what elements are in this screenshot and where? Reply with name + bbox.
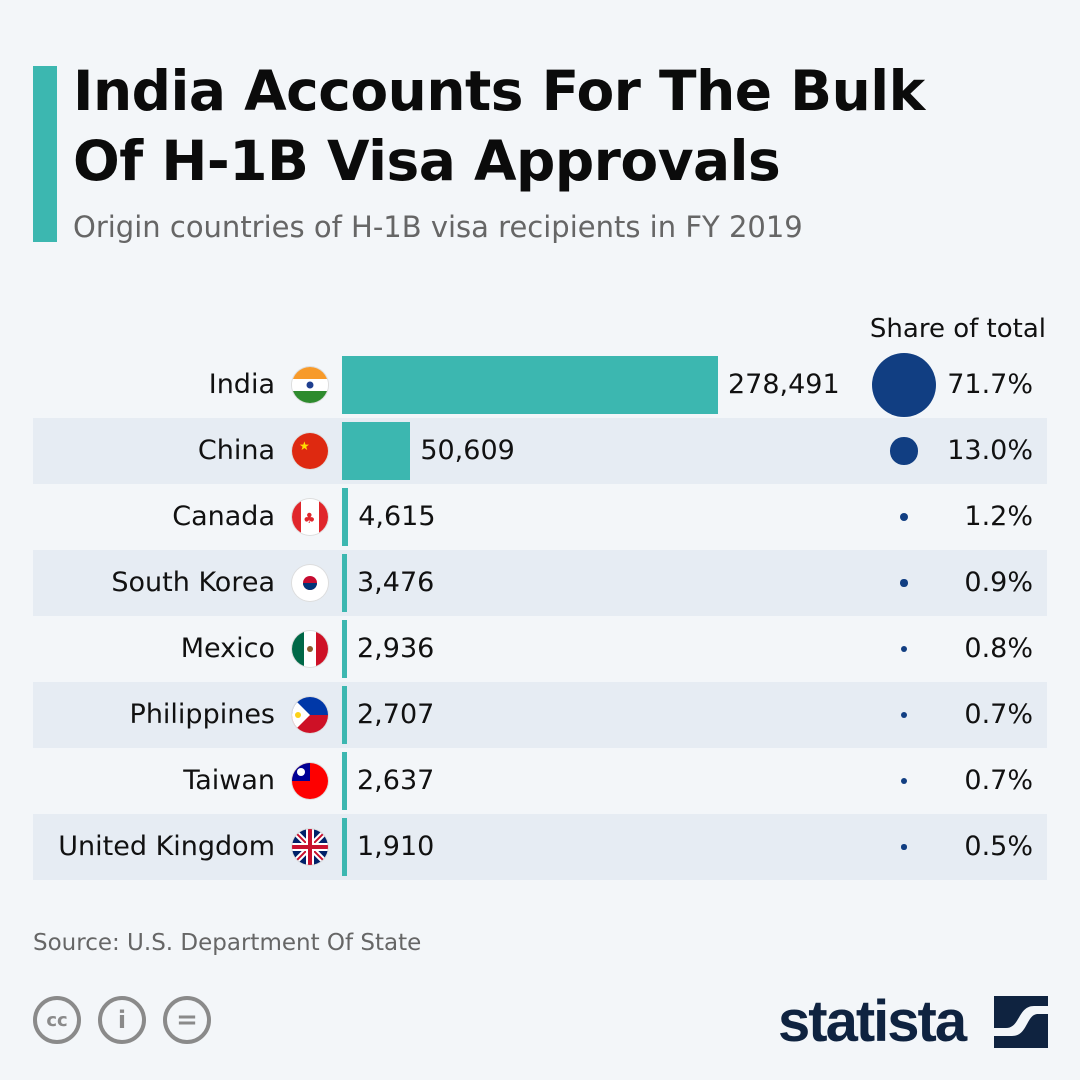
bar — [342, 752, 347, 810]
value-label: 2,637 — [357, 765, 435, 796]
no-derivatives-icon[interactable]: = — [163, 996, 211, 1044]
bar — [342, 422, 411, 480]
share-label: 0.5% — [964, 831, 1033, 862]
country-label: Canada — [172, 501, 275, 532]
table-row: India 278,491 71.7% — [0, 352, 1080, 418]
share-bubble — [901, 844, 907, 850]
table-row: Mexico 2,936 0.8% — [0, 616, 1080, 682]
share-bubble — [900, 711, 908, 719]
table-row: South Korea 3,476 0.9% — [33, 550, 1047, 616]
value-label: 3,476 — [357, 567, 435, 598]
value-label: 50,609 — [420, 435, 515, 466]
country-label: Taiwan — [183, 765, 275, 796]
mexico-flag-icon — [292, 631, 328, 667]
share-bubble — [900, 777, 908, 785]
statista-logo[interactable]: statista — [778, 989, 967, 1054]
value-label: 2,936 — [357, 633, 435, 664]
share-bubble — [890, 437, 918, 465]
india-flag-icon — [292, 367, 328, 403]
bar — [342, 356, 718, 414]
bar — [342, 686, 347, 744]
value-label: 278,491 — [728, 369, 840, 400]
svg-text:★: ★ — [299, 439, 310, 453]
share-label: 71.7% — [947, 369, 1033, 400]
share-bubble — [872, 353, 936, 417]
share-label: 0.9% — [964, 567, 1033, 598]
bar — [342, 488, 349, 546]
share-bubble — [900, 579, 908, 587]
taiwan-flag-icon — [292, 763, 328, 799]
value-label: 4,615 — [358, 501, 436, 532]
bar — [342, 554, 347, 612]
country-label: China — [197, 435, 275, 466]
title-accent-bar — [33, 66, 57, 242]
cc-icon[interactable]: cc — [33, 996, 81, 1044]
share-bubble — [900, 645, 908, 653]
value-label: 1,910 — [357, 831, 435, 862]
subtitle: Origin countries of H-1B visa recipients… — [73, 210, 803, 244]
share-label: 0.7% — [964, 699, 1033, 730]
share-label: 13.0% — [947, 435, 1033, 466]
bar — [342, 620, 347, 678]
table-row: Taiwan 2,637 0.7% — [0, 748, 1080, 814]
country-label: South Korea — [111, 567, 275, 598]
table-row: Canada ♣ 4,615 1.2% — [0, 484, 1080, 550]
china-flag-icon: ★ — [292, 433, 328, 469]
table-row: China ★ 50,609 13.0% — [33, 418, 1047, 484]
table-row: Philippines 2,707 0.7% — [33, 682, 1047, 748]
table-row: United Kingdom 1,910 0.5% — [33, 814, 1047, 880]
country-label: Mexico — [180, 633, 275, 664]
share-header: Share of total — [869, 314, 1046, 344]
country-label: India — [208, 369, 275, 400]
share-bubble — [899, 512, 909, 522]
value-label: 2,707 — [357, 699, 435, 730]
share-label: 1.2% — [964, 501, 1033, 532]
title-line-1: India Accounts For The Bulk — [73, 59, 925, 123]
bar — [342, 818, 347, 876]
united-kingdom-flag-icon — [292, 829, 328, 865]
country-label: United Kingdom — [58, 831, 275, 862]
statista-logo-mark-icon — [994, 996, 1048, 1048]
attribution-icon[interactable]: i — [98, 996, 146, 1044]
page-title: India Accounts For The Bulk Of H-1B Visa… — [73, 56, 925, 196]
south-korea-flag-icon — [292, 565, 328, 601]
country-label: Philippines — [129, 699, 275, 730]
svg-text:♣: ♣ — [303, 511, 316, 527]
title-line-2: Of H-1B Visa Approvals — [73, 129, 781, 193]
share-label: 0.8% — [964, 633, 1033, 664]
philippines-flag-icon — [292, 697, 328, 733]
share-label: 0.7% — [964, 765, 1033, 796]
canada-flag-icon: ♣ — [292, 499, 328, 535]
source-note: Source: U.S. Department Of State — [33, 930, 422, 956]
